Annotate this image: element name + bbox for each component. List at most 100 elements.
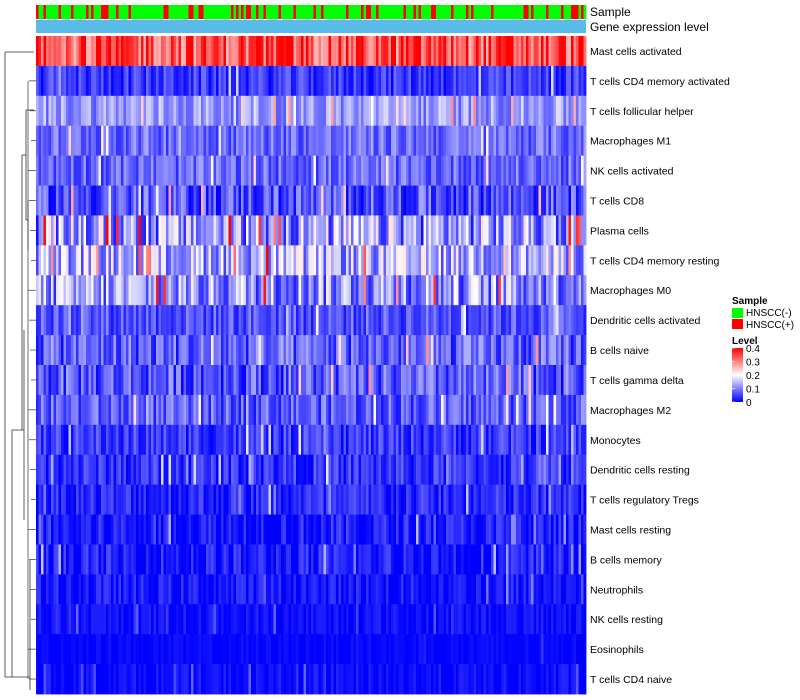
- sample-annotation-cell: [406, 5, 409, 19]
- heatmap-cell: [353, 634, 357, 665]
- heatmap-cell: [166, 335, 169, 366]
- heatmap-cell: [488, 185, 492, 216]
- heatmap-cell: [558, 484, 562, 515]
- heatmap-cell: [358, 95, 362, 127]
- heatmap-cell: [121, 215, 124, 246]
- heatmap-cell: [578, 275, 582, 306]
- heatmap-cell: [551, 275, 554, 306]
- heatmap-cell: [376, 95, 379, 127]
- heatmap-cell: [401, 454, 404, 486]
- heatmap-cell: [536, 335, 539, 366]
- heatmap-cell: [168, 424, 172, 456]
- heatmap-cell: [396, 275, 399, 306]
- heatmap-cell: [358, 125, 362, 157]
- sample-annotation-cell: [521, 5, 524, 19]
- heatmap-cell: [413, 185, 417, 216]
- heatmap-cell: [416, 36, 419, 67]
- heatmap-cell: [583, 305, 587, 336]
- heatmap-cell: [313, 604, 317, 635]
- heatmap-cell: [268, 664, 272, 695]
- heatmap-cell: [273, 574, 277, 605]
- heatmap-cell: [71, 604, 74, 635]
- heatmap-cell: [103, 484, 107, 515]
- heatmap-cell: [316, 275, 319, 306]
- heatmap-cell: [411, 305, 414, 336]
- heatmap-cell: [438, 454, 442, 486]
- heatmap-cell: [416, 604, 419, 635]
- heatmap-cell: [478, 36, 482, 67]
- heatmap-cell: [573, 95, 577, 127]
- heatmap-cell: [61, 514, 64, 545]
- heatmap-cell: [116, 125, 119, 157]
- heatmap-cell: [498, 365, 502, 396]
- heatmap-cell: [488, 125, 492, 157]
- heatmap-cell: [253, 514, 257, 545]
- heatmap-cell: [266, 544, 269, 575]
- heatmap-cell: [168, 514, 172, 545]
- heatmap-cell: [571, 36, 574, 67]
- heatmap-cell: [171, 574, 174, 605]
- sample-annotation-cell: [151, 5, 154, 19]
- heatmap-cell: [218, 394, 222, 426]
- heatmap-cell: [266, 155, 269, 186]
- heatmap-cell: [216, 664, 219, 695]
- heatmap-cell: [471, 215, 474, 246]
- heatmap-cell: [511, 305, 514, 336]
- heatmap-cell: [256, 125, 259, 157]
- heatmap-cell: [116, 454, 119, 486]
- heatmap-cell: [493, 125, 497, 157]
- heatmap-cell: [426, 604, 429, 635]
- heatmap-cell: [166, 484, 169, 515]
- heatmap-cell: [128, 365, 132, 396]
- heatmap-cell: [186, 36, 189, 67]
- heatmap-cell: [413, 484, 417, 515]
- heatmap-cell: [183, 275, 187, 306]
- heatmap-cell: [546, 275, 549, 306]
- heatmap-cell: [313, 574, 317, 605]
- heatmap-cell: [306, 514, 309, 545]
- heatmap-cell: [361, 634, 364, 665]
- heatmap-cell: [391, 185, 394, 216]
- heatmap-cell: [426, 215, 429, 246]
- heatmap-cell: [113, 664, 117, 695]
- heatmap-cell: [346, 544, 349, 575]
- heatmap-cell: [523, 394, 527, 426]
- heatmap-cell: [343, 514, 347, 545]
- heatmap-cell: [163, 454, 167, 486]
- heatmap-cell: [263, 95, 267, 127]
- heatmap-cell: [213, 95, 217, 127]
- heatmap-cell: [523, 185, 527, 216]
- heatmap-cell: [313, 155, 317, 186]
- sample-annotation-cell: [488, 5, 492, 19]
- heatmap-cell: [416, 335, 419, 366]
- heatmap-cell: [281, 484, 284, 515]
- heatmap-cell: [466, 394, 469, 426]
- heatmap-cell: [301, 185, 304, 216]
- sample-annotation-cell: [86, 5, 89, 19]
- heatmap-cell: [498, 185, 502, 216]
- heatmap-cell: [313, 65, 317, 97]
- heatmap-cell: [458, 65, 462, 97]
- heatmap-cell: [56, 424, 59, 456]
- heatmap-cell: [216, 574, 219, 605]
- heatmap-cell: [583, 185, 587, 216]
- heatmap-cell: [316, 155, 319, 186]
- heatmap-cell: [231, 454, 234, 486]
- heatmap-cell: [431, 215, 434, 246]
- heatmap-cell: [256, 275, 259, 306]
- sample-annotation-cell: [543, 5, 547, 19]
- heatmap-cell: [101, 155, 104, 186]
- heatmap-cell: [481, 634, 484, 665]
- heatmap-cell: [348, 574, 352, 605]
- heatmap-cell: [453, 65, 457, 97]
- heatmap-cell: [408, 424, 412, 456]
- sample-annotation-cell: [428, 5, 432, 19]
- heatmap-cell: [76, 335, 79, 366]
- heatmap-cell: [46, 574, 49, 605]
- heatmap-cell: [243, 245, 247, 276]
- heatmap-cell: [113, 365, 117, 396]
- heatmap-cell: [493, 634, 497, 665]
- heatmap-cell: [333, 365, 337, 396]
- heatmap-cell: [96, 65, 99, 97]
- heatmap-row: [36, 604, 587, 635]
